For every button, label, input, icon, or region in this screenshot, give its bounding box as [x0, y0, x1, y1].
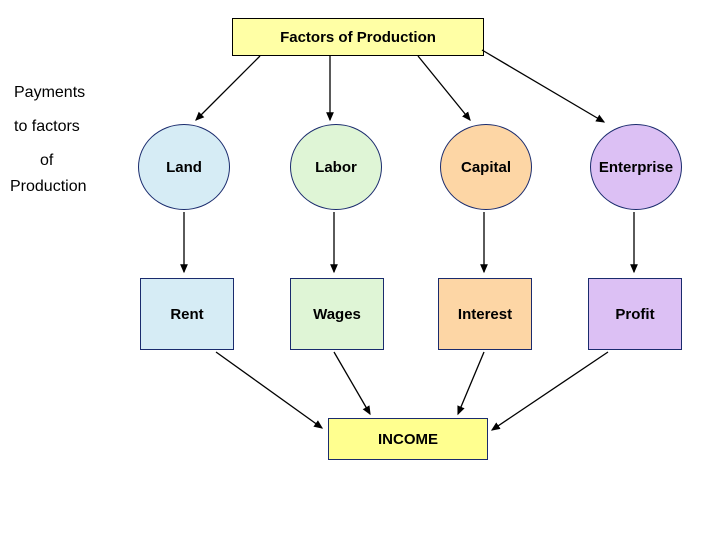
header-text: Factors of Production — [280, 29, 436, 46]
payment-profit: Profit — [588, 278, 682, 350]
income-label: INCOME — [378, 431, 438, 448]
income-box: INCOME — [328, 418, 488, 460]
factor-land-label: Land — [166, 159, 202, 176]
payment-rent-label: Rent — [170, 306, 203, 323]
payment-wages-label: Wages — [313, 306, 361, 323]
payment-interest-label: Interest — [458, 306, 512, 323]
factor-labor-label: Labor — [315, 159, 357, 176]
factor-capital: Capital — [440, 124, 532, 210]
side-label-2: to factors — [14, 118, 80, 136]
payment-interest: Interest — [438, 278, 532, 350]
side-label-1: Payments — [14, 84, 85, 102]
payment-wages: Wages — [290, 278, 384, 350]
factor-enterprise-label: Enterprise — [599, 159, 673, 176]
factor-land: Land — [138, 124, 230, 210]
side-label-3: of — [40, 152, 53, 170]
side-label-4: Production — [10, 178, 87, 196]
factor-enterprise: Enterprise — [590, 124, 682, 210]
factor-labor: Labor — [290, 124, 382, 210]
payment-profit-label: Profit — [615, 306, 654, 323]
header-box: Factors of Production — [232, 18, 484, 56]
payment-rent: Rent — [140, 278, 234, 350]
factor-capital-label: Capital — [461, 159, 511, 176]
